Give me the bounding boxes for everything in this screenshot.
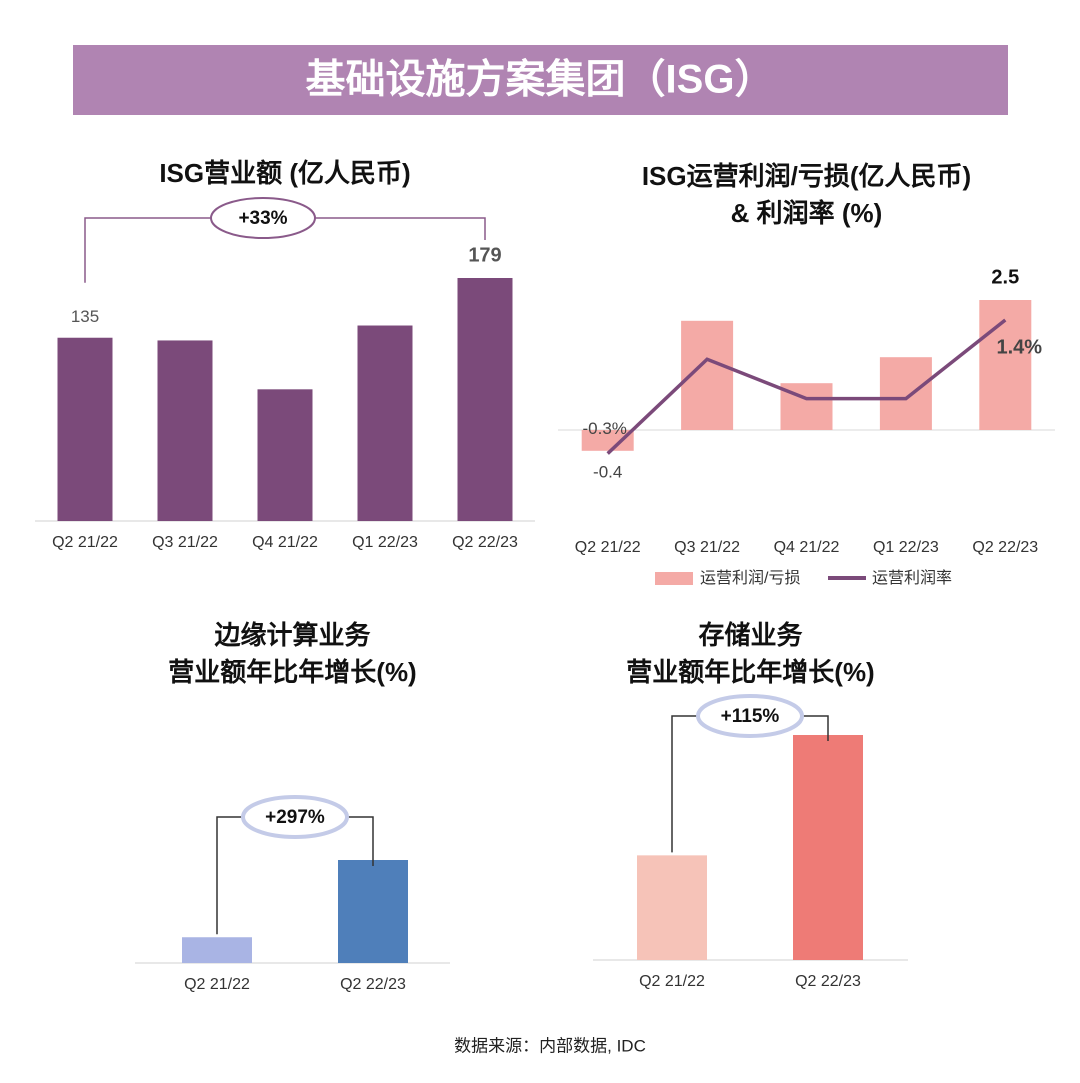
bar	[637, 855, 707, 960]
bar	[257, 389, 313, 521]
chart-title: 营业额年比年增长(%)	[168, 657, 416, 687]
bar	[182, 937, 252, 963]
data-label: 135	[71, 307, 99, 326]
chart-title: 营业额年比年增长(%)	[626, 657, 874, 687]
x-tick-label: Q4 21/22	[774, 539, 840, 556]
growth-oval	[210, 197, 316, 239]
chart-title: 存储业务	[698, 620, 802, 650]
x-tick-label: Q2 21/22	[52, 534, 118, 551]
bar	[157, 340, 213, 521]
line	[606, 318, 1007, 455]
header-title: 基础设施方案集团（ISG）	[306, 58, 775, 102]
growth-label: +115%	[721, 706, 780, 727]
x-tick-label: Q3 21/22	[674, 539, 740, 556]
growth-oval	[696, 694, 804, 738]
x-tick-label: Q2 21/22	[184, 976, 250, 993]
bar	[457, 278, 513, 521]
footer-source: 数据来源：内部数据, IDC	[454, 1036, 646, 1055]
x-tick-label: Q1 22/23	[873, 539, 939, 556]
legend-swatch	[655, 572, 693, 585]
x-tick-label: Q1 22/23	[352, 534, 418, 551]
bar	[338, 860, 408, 963]
legend-label: 运营利润率	[872, 569, 952, 587]
growth-oval	[241, 795, 349, 839]
chart-title: & 利润率 (%)	[731, 198, 883, 228]
x-tick-label: Q2 22/23	[972, 539, 1038, 556]
bar	[57, 337, 113, 521]
data-label: 179	[468, 244, 501, 266]
x-tick-label: Q3 21/22	[152, 534, 218, 551]
data-label: 1.4%	[997, 336, 1043, 358]
bar	[581, 430, 634, 451]
bar	[979, 300, 1032, 430]
data-label: -0.4	[593, 462, 622, 481]
data-label: 2.5	[991, 266, 1019, 288]
chart-title: ISG营业额 (亿人民币)	[159, 158, 410, 188]
header-band	[73, 45, 1008, 115]
x-tick-label: Q2 21/22	[639, 973, 705, 990]
x-tick-label: Q2 21/22	[575, 539, 641, 556]
x-tick-label: Q2 22/23	[340, 976, 406, 993]
chart-title: ISG运营利润/亏损(亿人民币)	[642, 161, 971, 191]
legend-label: 运营利润/亏损	[700, 569, 800, 587]
bar	[357, 325, 413, 521]
bar	[793, 735, 863, 960]
growth-label: +33%	[238, 208, 287, 229]
x-tick-label: Q4 21/22	[252, 534, 318, 551]
growth-label: +297%	[265, 807, 325, 828]
x-tick-label: Q2 22/23	[795, 973, 861, 990]
chart-title: 边缘计算业务	[214, 620, 370, 650]
x-tick-label: Q2 22/23	[452, 534, 518, 551]
data-label: -0.3%	[582, 419, 626, 438]
bar	[879, 357, 932, 430]
